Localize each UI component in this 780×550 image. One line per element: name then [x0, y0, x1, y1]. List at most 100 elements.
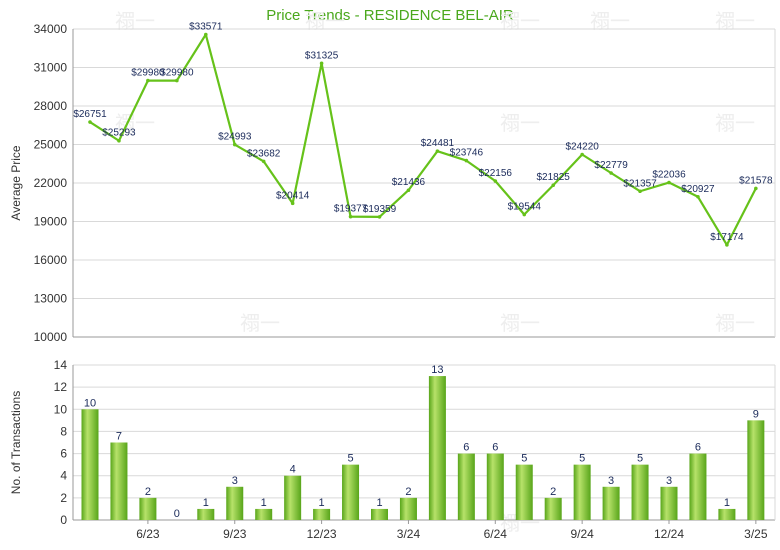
price-data-label: $19377	[334, 204, 368, 215]
price-point	[754, 186, 758, 191]
price-data-label: $21825	[537, 172, 571, 183]
transaction-bar	[486, 453, 504, 520]
price-data-label: $29980	[131, 68, 165, 79]
price-y-tick-label: 13000	[34, 292, 68, 306]
price-point	[290, 201, 295, 206]
x-tick-label: 9/24	[570, 527, 594, 541]
transaction-data-label: 7	[116, 431, 122, 443]
price-y-tick-label: 25000	[34, 138, 68, 152]
price-point	[117, 138, 121, 143]
bar-y-tick-label: 2	[60, 491, 67, 505]
price-point	[464, 158, 469, 163]
price-point	[522, 212, 527, 217]
price-data-label: $24220	[565, 142, 599, 153]
transaction-data-label: 2	[145, 486, 151, 498]
bar-y-tick-label: 6	[60, 447, 67, 461]
price-point	[435, 149, 440, 153]
price-y-tick-label: 10000	[34, 330, 68, 344]
transaction-data-label: 5	[347, 453, 353, 465]
transaction-bar	[660, 486, 678, 520]
x-tick-label: 6/24	[484, 527, 508, 541]
price-point	[232, 142, 237, 147]
transaction-data-label: 3	[666, 475, 672, 487]
price-point	[348, 214, 353, 219]
price-data-label: $20414	[276, 190, 310, 201]
price-data-label: $19544	[508, 202, 542, 213]
price-data-label: $23682	[247, 148, 281, 159]
price-y-axis-label: Average Price	[9, 145, 23, 220]
bar-y-tick-label: 14	[54, 358, 68, 372]
price-data-label: $20927	[681, 184, 715, 195]
price-point	[377, 215, 382, 219]
price-data-label: $19359	[363, 204, 397, 215]
transaction-bar	[399, 497, 417, 520]
transaction-data-label: 5	[521, 453, 527, 465]
transaction-data-label: 9	[753, 408, 759, 420]
price-point	[261, 159, 266, 164]
transaction-bar	[515, 464, 533, 520]
watermark: 禤一	[500, 111, 540, 135]
transaction-data-label: 1	[376, 497, 382, 509]
transaction-data-label: 1	[261, 497, 267, 509]
price-data-label: $24993	[218, 132, 252, 143]
x-tick-label: 6/23	[136, 527, 160, 541]
chart-title: Price Trends - RESIDENCE BEL-AIR	[266, 7, 514, 24]
transaction-data-label: 1	[724, 497, 730, 509]
price-point	[493, 179, 498, 183]
price-line	[89, 33, 757, 247]
price-data-label: $21357	[623, 178, 657, 189]
transaction-bar	[81, 409, 99, 520]
price-point	[638, 189, 642, 194]
transaction-bar	[255, 508, 273, 520]
price-point	[551, 183, 555, 188]
transaction-bar	[457, 453, 475, 520]
price-point	[175, 78, 179, 83]
price-point	[667, 180, 671, 185]
price-data-label: $29980	[160, 68, 194, 79]
transaction-data-label: 3	[608, 475, 614, 487]
transaction-bar	[747, 420, 765, 520]
watermark: 禤一	[715, 111, 755, 135]
transaction-bar	[197, 508, 215, 520]
price-point	[406, 188, 411, 193]
price-data-label: $25293	[102, 128, 136, 139]
price-point	[696, 194, 700, 199]
transaction-data-label: 2	[405, 486, 411, 498]
price-data-label: $31325	[305, 50, 339, 61]
price-data-label: $33571	[189, 22, 223, 33]
transaction-data-label: 4	[290, 464, 296, 476]
price-point	[319, 61, 324, 66]
bar-y-tick-label: 8	[60, 424, 67, 438]
price-data-label: $21578	[739, 175, 773, 186]
price-point	[725, 243, 729, 247]
transaction-data-label: 1	[203, 497, 209, 509]
price-y-tick-label: 16000	[34, 253, 68, 267]
x-tick-label: 12/23	[307, 527, 337, 541]
bar-y-tick-label: 4	[60, 469, 67, 483]
transaction-bar	[284, 475, 302, 520]
x-tick-label: 12/24	[654, 527, 684, 541]
price-point	[204, 32, 208, 37]
transaction-data-label: 10	[84, 397, 96, 409]
x-tick-label: 3/24	[397, 527, 421, 541]
transaction-bar	[718, 508, 736, 520]
transaction-data-label: 2	[550, 486, 556, 498]
bar-y-tick-label: 0	[60, 513, 67, 527]
watermark: 禤一	[715, 311, 755, 335]
transaction-bar	[573, 464, 591, 520]
x-tick-label: 9/23	[223, 527, 247, 541]
transaction-data-label: 5	[637, 453, 643, 465]
price-data-label: $17174	[710, 232, 744, 243]
transaction-bar	[602, 486, 620, 520]
transaction-bar	[342, 464, 360, 520]
bar-y-tick-label: 12	[54, 380, 68, 394]
price-point	[580, 152, 584, 157]
price-y-tick-label: 34000	[34, 22, 68, 36]
transaction-bar	[110, 442, 128, 520]
transaction-data-label: 0	[174, 508, 180, 520]
transaction-bar	[313, 508, 331, 520]
price-data-label: $26751	[73, 109, 107, 120]
transaction-bar	[226, 486, 244, 520]
price-point	[146, 78, 150, 83]
bar-y-axis-label: No. of Transactions	[9, 391, 23, 494]
